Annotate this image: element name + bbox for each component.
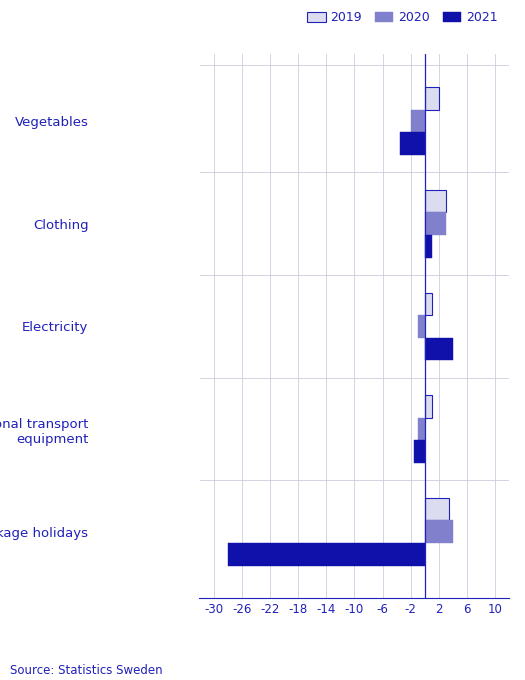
Bar <box>414 441 425 463</box>
Bar <box>418 315 425 338</box>
Legend: 2019, 2020, 2021: 2019, 2020, 2021 <box>302 6 503 29</box>
Bar <box>425 395 432 418</box>
Bar <box>400 133 425 155</box>
Text: Source: Statistics Sweden: Source: Statistics Sweden <box>10 664 163 677</box>
Bar <box>425 235 432 258</box>
Bar <box>228 543 425 566</box>
Bar <box>425 212 446 235</box>
Bar <box>425 292 432 315</box>
Bar <box>425 520 453 543</box>
Bar <box>418 418 425 441</box>
Bar <box>425 87 439 110</box>
Bar <box>425 190 446 212</box>
Bar <box>425 338 453 360</box>
Bar <box>425 498 449 520</box>
Bar <box>411 110 425 133</box>
